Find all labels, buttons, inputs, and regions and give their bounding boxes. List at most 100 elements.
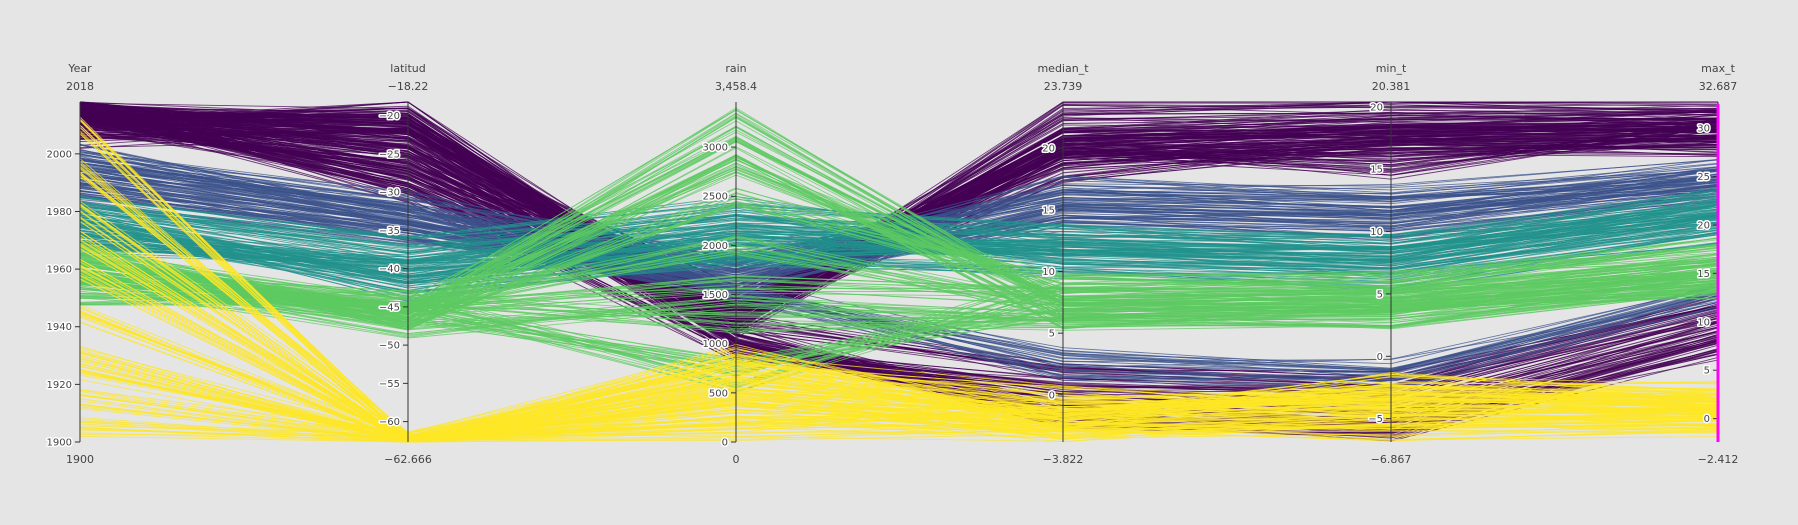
tick-label: 15 xyxy=(1370,165,1383,176)
axis-title[interactable]: max_t xyxy=(1701,62,1735,75)
data-line xyxy=(79,162,1719,438)
data-line xyxy=(79,190,1719,253)
data-line xyxy=(79,126,1719,321)
tick-label: 20 xyxy=(1370,102,1383,113)
data-line xyxy=(79,247,1719,377)
axis-range-max: 23.739 xyxy=(1044,80,1083,93)
data-line xyxy=(79,379,1719,443)
tick-label: 1940 xyxy=(47,322,72,333)
tick-label: −30 xyxy=(379,188,400,199)
axis-min_t[interactable]: min_t 20.381 −6.867 −5 0 5 10 15 20 xyxy=(1367,62,1412,466)
data-line xyxy=(79,237,1719,312)
data-line xyxy=(79,286,1719,339)
tick-label: 500 xyxy=(709,388,728,399)
data-line xyxy=(79,245,1719,438)
data-line xyxy=(79,243,1719,319)
axis-range-max: 32.687 xyxy=(1699,80,1738,93)
data-line xyxy=(79,282,1719,327)
tick-label: 20 xyxy=(1042,144,1055,155)
axis-range-min: −62.666 xyxy=(384,453,432,466)
data-line xyxy=(79,112,1719,315)
data-line xyxy=(79,276,1719,335)
tick-label: 2000 xyxy=(47,149,72,160)
data-line xyxy=(79,168,1719,380)
tick-label: 1000 xyxy=(703,339,728,350)
data-line xyxy=(79,230,1719,443)
axis-range-min: 1900 xyxy=(66,453,94,466)
data-line xyxy=(79,101,1719,388)
tick-label: −45 xyxy=(379,302,400,313)
data-line xyxy=(79,249,1719,317)
axis-range-min: −2.412 xyxy=(1698,453,1739,466)
tick-label: 3000 xyxy=(703,143,728,154)
data-line xyxy=(79,249,1719,388)
data-line xyxy=(79,116,1719,319)
data-line xyxy=(79,252,1719,313)
data-line xyxy=(79,283,1719,323)
data-line xyxy=(79,304,1719,437)
tick-label: −35 xyxy=(379,226,400,237)
tick-label: 0 xyxy=(1049,390,1055,401)
tick-label: 10 xyxy=(1042,267,1055,278)
axis-latitud[interactable]: latitud −18.22 −62.666 −60 −55 −50 −45 −40 −35 −3… xyxy=(377,62,432,466)
tick-label: −50 xyxy=(379,341,400,352)
axis-brush-selection[interactable] xyxy=(1716,104,1720,442)
axis-median_t[interactable]: median_t 23.739 −3.822 0 5 10 15 20 xyxy=(1037,62,1089,466)
axis-title[interactable]: median_t xyxy=(1037,62,1089,75)
tick-label: 10 xyxy=(1370,227,1383,238)
lines-layer xyxy=(79,101,1719,443)
tick-label: 15 xyxy=(1697,269,1710,280)
data-line xyxy=(79,176,1719,438)
data-line xyxy=(79,404,1719,443)
axis-range-min: 0 xyxy=(733,453,740,466)
tick-label: −55 xyxy=(379,379,400,390)
axis-Year[interactable]: Year 2018 1900 1900 1920 1940 1960 1980 2000 xyxy=(45,62,94,466)
tick-label: −60 xyxy=(379,417,400,428)
data-line xyxy=(79,360,1719,442)
axis-title[interactable]: Year xyxy=(67,62,92,75)
data-line xyxy=(79,117,1719,387)
tick-label: 2500 xyxy=(703,192,728,203)
data-line xyxy=(79,181,1719,378)
tick-label: 1960 xyxy=(47,265,72,276)
axis-range-min: −6.867 xyxy=(1371,453,1412,466)
tick-label: 5 xyxy=(1704,366,1710,377)
data-line xyxy=(79,190,1719,372)
tick-label: 15 xyxy=(1042,205,1055,216)
axis-title[interactable]: latitud xyxy=(390,62,425,75)
tick-label: 0 xyxy=(1377,352,1383,363)
data-line xyxy=(79,247,1719,314)
tick-label: 1920 xyxy=(47,380,72,391)
data-line xyxy=(79,368,1719,441)
data-line xyxy=(79,112,1719,398)
tick-label: 5 xyxy=(1377,289,1383,300)
tick-label: 1900 xyxy=(47,438,72,449)
tick-label: 0 xyxy=(722,438,728,449)
data-line xyxy=(79,282,1719,329)
tick-label: −25 xyxy=(379,149,400,160)
axis-title[interactable]: rain xyxy=(725,62,746,75)
tick-label: 1980 xyxy=(47,207,72,218)
axis-range-max: −18.22 xyxy=(388,80,429,93)
tick-label: −40 xyxy=(379,264,400,275)
data-line xyxy=(79,172,1719,433)
data-line xyxy=(79,192,1719,246)
data-line xyxy=(79,171,1719,443)
data-line xyxy=(79,242,1719,443)
series-cluster-4 xyxy=(79,116,1719,443)
tick-label: 5 xyxy=(1049,329,1055,340)
data-line xyxy=(79,272,1719,337)
tick-label: 20 xyxy=(1697,220,1710,231)
data-line xyxy=(79,165,1719,391)
series-cluster-3 xyxy=(79,107,1719,393)
tick-label: 30 xyxy=(1697,124,1710,135)
axis-range-max: 2018 xyxy=(66,80,94,93)
data-line xyxy=(79,236,1719,443)
axis-rain[interactable]: rain 3,458.4 00 500 1000 1500 2000 2500 3000 xyxy=(701,62,757,466)
tick-label: 0 xyxy=(1704,414,1710,425)
tick-label: 25 xyxy=(1697,172,1710,183)
data-line xyxy=(79,236,1719,309)
data-line xyxy=(79,107,1719,314)
axis-title[interactable]: min_t xyxy=(1376,62,1407,75)
